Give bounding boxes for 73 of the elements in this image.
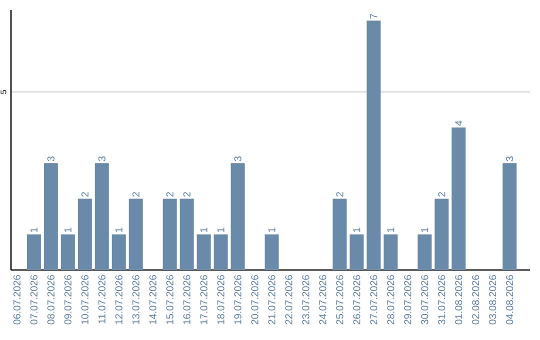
x-tick-label: 11.07.2026: [98, 275, 106, 324]
x-tick-label: 31.07.2026: [438, 275, 446, 324]
bar: [196, 234, 211, 270]
bar: [366, 20, 381, 270]
x-tick-label: 17.07.2026: [200, 275, 208, 324]
x-tick-label: 06.07.2026: [13, 275, 20, 324]
data-label: 2: [132, 192, 140, 197]
data-label: 1: [421, 228, 428, 232]
bar: [180, 198, 194, 270]
bar: [94, 163, 109, 270]
bar: [502, 163, 517, 270]
x-tick-label: 25.07.2026: [336, 275, 344, 324]
bar: [78, 198, 92, 270]
bar: [214, 234, 228, 270]
x-tick-label: 18.07.2026: [217, 275, 224, 324]
data-label: 3: [506, 156, 514, 162]
data-label: 7: [370, 14, 378, 19]
x-tick-label: 07.07.2026: [30, 275, 38, 324]
data-label: 1: [217, 228, 224, 232]
x-tick-label: 14.07.2026: [149, 275, 156, 324]
bar: [44, 163, 58, 270]
bar: [264, 234, 279, 270]
bar: [26, 234, 41, 270]
data-label: 1: [268, 228, 276, 232]
data-label: 2: [336, 192, 344, 197]
data-label: 1: [64, 228, 72, 232]
x-tick-label: 03.08.2026: [489, 275, 496, 324]
x-tick-label: 26.07.2026: [353, 275, 360, 324]
x-tick-label: 29.07.2026: [404, 275, 412, 324]
x-tick-label: 23.07.2026: [302, 275, 310, 324]
x-tick-label: 01.08.2026: [455, 275, 462, 324]
bar: [384, 234, 398, 270]
bar: [60, 234, 75, 270]
bar: [332, 198, 347, 270]
data-label: 4: [455, 120, 462, 126]
data-label: 2: [81, 192, 88, 197]
x-tick-label: 22.07.2026: [285, 275, 292, 324]
x-tick-label: 10.07.2026: [81, 275, 88, 324]
bar: [230, 163, 245, 270]
data-label: 2: [438, 192, 446, 197]
data-label: 2: [166, 192, 174, 197]
x-tick-label: 24.07.2026: [319, 275, 326, 324]
x-tick-label: 04.08.2026: [506, 275, 514, 324]
x-tick-label: 16.07.2026: [183, 275, 190, 324]
x-tick-label: 30.07.2026: [421, 275, 428, 324]
data-label: 1: [387, 228, 394, 232]
bar: [128, 198, 143, 270]
x-tick-label: 27.07.2026: [370, 275, 378, 324]
bar: [418, 234, 432, 270]
data-label: 3: [98, 156, 106, 162]
x-tick-label: 15.07.2026: [166, 275, 174, 324]
data-label: 3: [47, 156, 54, 162]
bar: [112, 234, 126, 270]
bar: [434, 198, 449, 270]
x-tick-label: 28.07.2026: [387, 275, 394, 324]
data-label: 3: [234, 156, 242, 162]
x-tick-label: 21.07.2026: [268, 275, 276, 324]
data-label: 1: [30, 228, 38, 232]
bar: [162, 198, 177, 270]
data-label: 1: [115, 228, 122, 232]
x-tick-label: 19.07.2026: [234, 275, 242, 324]
x-tick-label: 08.07.2026: [47, 275, 54, 324]
x-tick-label: 20.07.2026: [251, 275, 258, 324]
bar: [452, 128, 466, 270]
x-tick-label: 13.07.2026: [132, 275, 140, 324]
x-tick-label: 02.08.2026: [472, 275, 480, 324]
x-tick-label: 12.07.2026: [115, 275, 122, 324]
data-label: 1: [353, 228, 360, 232]
data-label: 1: [200, 228, 208, 232]
bar: [350, 234, 364, 270]
data-label: 2: [183, 192, 190, 197]
x-tick-label: 09.07.2026: [64, 275, 72, 324]
y-tick-label: 5: [0, 90, 6, 94]
